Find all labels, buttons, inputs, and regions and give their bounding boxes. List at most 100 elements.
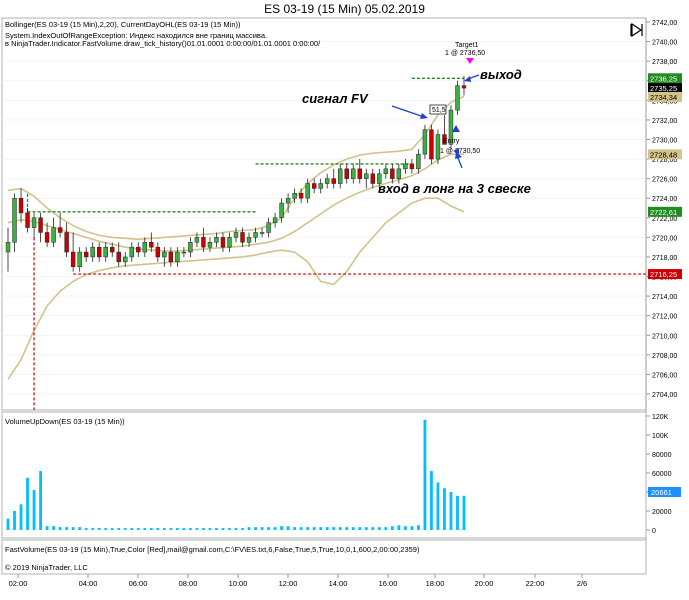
- volume-bar: [91, 528, 95, 530]
- x-axis: 02:00 04:00 06:00 08:00 10:00 12:00 14:00 16:00…: [9, 574, 587, 588]
- bollinger-lower-line: [7, 197, 465, 380]
- volume-bar: [299, 527, 303, 530]
- candle-body: [338, 168, 343, 184]
- target-marker-icon: [466, 58, 474, 64]
- volume-bar: [443, 488, 446, 530]
- indicator-label-3: в NinjaTrader.Indicator.FastVolume.draw_…: [5, 39, 321, 48]
- volume-bar: [78, 527, 82, 530]
- volume-last-value: 20661: [651, 488, 672, 497]
- candle-body: [429, 129, 434, 160]
- candle-body: [188, 242, 193, 253]
- volume-bar: [462, 495, 466, 530]
- volume-bar: [149, 528, 153, 530]
- volume-bar: [195, 528, 199, 530]
- price-tag: [648, 83, 682, 94]
- candle-body: [233, 232, 239, 238]
- x-tick-label: 02:00: [9, 579, 28, 588]
- candle-body: [77, 251, 82, 267]
- volume-bar: [189, 528, 192, 530]
- fastvolume-panel-frame: [1, 539, 647, 575]
- x-tick-label: 2/6: [577, 579, 587, 588]
- signal-arrow-icon: [391, 105, 428, 119]
- volume-bar: [162, 528, 166, 530]
- volume-bar: [169, 528, 173, 530]
- volume-bar: [332, 527, 336, 530]
- candle-body: [57, 227, 63, 233]
- price-tick-label: 2710,00: [652, 333, 677, 340]
- candle-body: [383, 168, 389, 174]
- window-title: ES 03-19 (15 Min) 05.02.2019: [264, 2, 425, 16]
- volume-bar: [273, 527, 277, 530]
- candle-body: [5, 242, 11, 253]
- volume-bar: [306, 527, 310, 530]
- volume-bar: [97, 528, 101, 530]
- volume-bar: [371, 527, 375, 530]
- volume-last-tag: [648, 487, 681, 497]
- candle-body: [162, 251, 167, 258]
- candle-body: [292, 193, 297, 199]
- candle-body: [246, 237, 252, 243]
- volume-bar: [143, 528, 147, 530]
- candle-body: [364, 173, 369, 179]
- candle-body: [409, 163, 415, 170]
- volume-bar: [260, 527, 264, 530]
- bollinger-middle-line: [7, 153, 464, 252]
- volume-bar: [377, 527, 381, 530]
- candle-body: [272, 217, 278, 223]
- x-tick-label: 16:00: [379, 579, 398, 588]
- price-tick-label: 2730,00: [652, 137, 677, 144]
- volume-bar: [110, 528, 114, 530]
- signal-annotation: сигнал FV: [302, 91, 369, 106]
- volume-bar: [410, 526, 414, 530]
- target-price-label: 1 @ 2736,50: [445, 50, 485, 57]
- candle-body: [96, 246, 102, 258]
- candle-body: [12, 197, 17, 243]
- entry-arrow-icon: [455, 152, 463, 169]
- price-tick-label: 2742,00: [652, 20, 677, 27]
- candle-body: [331, 178, 336, 184]
- candle-body: [31, 217, 37, 228]
- volume-bar: [84, 528, 88, 530]
- volume-bar: [45, 526, 49, 530]
- volume-bar: [26, 477, 29, 530]
- candle-body: [396, 168, 402, 179]
- candle-body: [318, 183, 323, 189]
- volume-bar: [293, 527, 297, 530]
- candle-body: [201, 237, 206, 248]
- candle-body: [435, 134, 441, 160]
- price-tick-label: 2704,00: [652, 392, 677, 399]
- price-tag: [648, 149, 682, 160]
- price-tick-label: 2732,00: [652, 118, 677, 125]
- price-tick-label: 2740,00: [652, 40, 677, 47]
- volume-bar: [241, 528, 244, 530]
- volume-tick-label: 0: [652, 528, 656, 535]
- x-tick-label: 10:00: [229, 579, 248, 588]
- price-tick-label: 2738,00: [652, 59, 677, 66]
- volume-bar: [130, 528, 134, 530]
- candle-body: [370, 173, 376, 184]
- candle-body: [25, 212, 30, 228]
- indicator-label-1: Bollinger(ES 03-19 (15 Min),2,20), Curre…: [5, 20, 241, 29]
- exit-annotation: выход: [480, 67, 522, 82]
- candle-body: [90, 246, 95, 258]
- expand-panel-icon[interactable]: [630, 22, 643, 38]
- volume-tick-label: 60000: [652, 471, 672, 478]
- price-tick-label: 2714,00: [652, 294, 677, 301]
- volume-bar: [117, 528, 121, 530]
- x-tick-label: 20:00: [475, 579, 494, 588]
- entry-marker-icon: [453, 148, 459, 154]
- candle-body: [324, 178, 330, 184]
- volume-bar: [32, 490, 36, 530]
- volume-bar: [358, 527, 362, 530]
- candle-body: [110, 246, 115, 253]
- candle-body: [285, 197, 291, 204]
- price-tick-label: 2720,00: [652, 235, 677, 242]
- entry-annotation: вход в лонг на 3 свеске: [378, 181, 531, 196]
- volume-bar: [254, 527, 257, 530]
- x-tick-label: 14:00: [329, 579, 348, 588]
- volume-bar: [351, 527, 355, 530]
- volume-bar: [182, 528, 186, 530]
- candle-body: [220, 237, 226, 248]
- volume-tick-label: 120K: [652, 414, 669, 421]
